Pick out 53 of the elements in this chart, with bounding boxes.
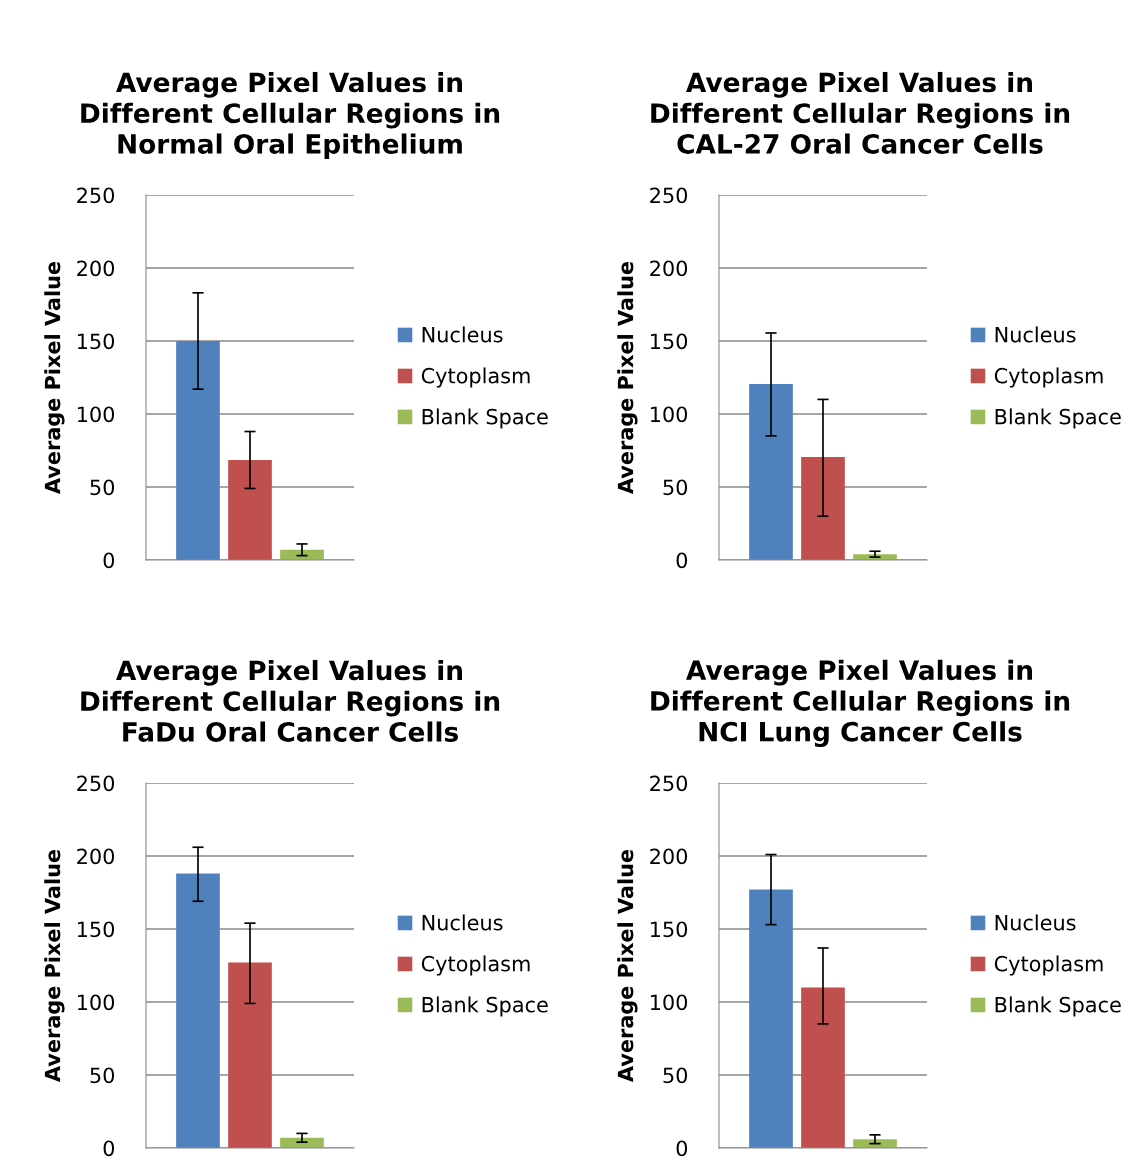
chart-title: Average Pixel Values in Different Cellular Regions in NCI Lung Cancer Cells — [651, 659, 1070, 747]
y-tick-label: 200 — [650, 260, 688, 277]
bar — [228, 459, 272, 560]
legend-label: Nucleus — [422, 326, 503, 343]
legend-label: Nucleus — [995, 326, 1076, 343]
y-tick-label: 100 — [650, 406, 688, 423]
bar — [801, 987, 845, 1148]
y-tick-label: 0 — [103, 1140, 115, 1157]
y-tick-label: 50 — [663, 1067, 688, 1084]
y-axis-title: Average Pixel Value — [44, 261, 65, 495]
y-axis-title: Average Pixel Value — [617, 261, 638, 495]
y-tick-label: 150 — [77, 921, 115, 938]
legend-label: Nucleus — [422, 914, 503, 931]
bar — [853, 1139, 897, 1148]
y-tick-label: 100 — [77, 994, 115, 1011]
y-tick-label: 0 — [103, 552, 115, 569]
legend-label: Cytoplasm — [994, 367, 1103, 388]
y-tick-label: 0 — [676, 1140, 688, 1157]
y-tick-label: 100 — [650, 994, 688, 1011]
y-tick-label: 250 — [77, 187, 115, 204]
y-axis-title: Average Pixel Value — [44, 849, 65, 1083]
legend-label: Cytoplasm — [421, 955, 530, 976]
chart-title: Average Pixel Values in Different Cellular Regions in Normal Oral Epithelium — [81, 71, 500, 159]
y-tick-label: 50 — [663, 479, 688, 496]
bar — [228, 962, 272, 1148]
y-axis-title: Average Pixel Value — [617, 849, 638, 1083]
y-tick-label: 150 — [77, 333, 115, 350]
bar — [749, 384, 793, 560]
bar — [176, 341, 220, 560]
y-tick-label: 100 — [77, 406, 115, 423]
y-tick-label: 50 — [90, 1067, 115, 1084]
bar — [801, 457, 845, 560]
y-tick-label: 250 — [650, 187, 688, 204]
legend-label: Blank Space — [995, 408, 1121, 429]
y-tick-label: 50 — [90, 479, 115, 496]
y-tick-label: 150 — [650, 921, 688, 938]
y-tick-label: 200 — [77, 848, 115, 865]
legend-label: Nucleus — [995, 914, 1076, 931]
chart-title: Average Pixel Values in Different Cellular Regions in CAL-27 Oral Cancer Cells — [651, 71, 1070, 154]
legend-label: Blank Space — [995, 996, 1121, 1017]
y-tick-label: 250 — [77, 775, 115, 792]
y-tick-label: 250 — [650, 775, 688, 792]
bar — [749, 889, 793, 1148]
y-tick-label: 200 — [77, 260, 115, 277]
chart-title: Average Pixel Values in Different Cellular Regions in FaDu Oral Cancer Cells — [81, 659, 500, 742]
bar — [176, 873, 220, 1148]
legend-label: Blank Space — [422, 408, 548, 429]
y-tick-label: 200 — [650, 848, 688, 865]
legend-label: Cytoplasm — [421, 367, 530, 388]
y-tick-label: 150 — [650, 333, 688, 350]
legend-label: Blank Space — [422, 996, 548, 1017]
legend-label: Cytoplasm — [994, 955, 1103, 976]
y-tick-label: 0 — [676, 552, 688, 569]
